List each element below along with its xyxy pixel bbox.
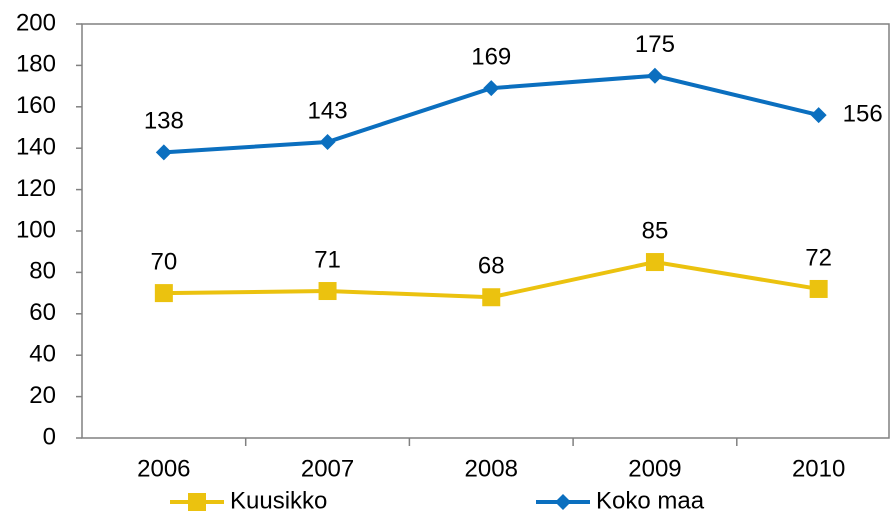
x-tick-label: 2007 [301,455,354,482]
y-tick-label: 180 [16,51,56,78]
data-label: 175 [635,31,675,58]
data-label: 156 [843,100,883,127]
x-tick-label: 2009 [628,455,681,482]
data-point [645,253,664,272]
data-label: 71 [314,246,341,273]
data-point [646,67,663,84]
y-tick-label: 160 [16,92,56,119]
legend-label: Kuusikko [230,487,327,514]
y-tick-label: 80 [29,258,56,285]
x-tick-label: 2008 [465,455,518,482]
data-point [318,282,337,301]
data-label: 70 [150,248,177,275]
data-label: 169 [471,44,511,71]
data-point [810,107,827,124]
y-tick-label: 140 [16,134,56,161]
y-tick-label: 60 [29,299,56,326]
data-label: 68 [478,253,505,280]
data-point [155,144,172,161]
legend-marker [555,494,571,510]
data-point [482,288,501,307]
data-point [809,279,828,298]
y-tick-label: 120 [16,175,56,202]
data-point [319,133,336,150]
data-label: 72 [805,244,832,271]
y-tick-label: 100 [16,216,56,243]
legend-marker [188,493,206,511]
data-point [154,284,173,303]
y-tick-label: 0 [43,423,56,450]
data-label: 143 [308,97,348,124]
x-tick-label: 2006 [137,455,190,482]
data-label: 138 [144,108,184,135]
legend-label: Koko maa [596,487,705,514]
data-label: 85 [642,217,669,244]
x-tick-label: 2010 [792,455,845,482]
y-tick-label: 200 [16,9,56,36]
data-point [483,80,500,97]
y-tick-label: 40 [29,341,56,368]
y-tick-label: 20 [29,382,56,409]
